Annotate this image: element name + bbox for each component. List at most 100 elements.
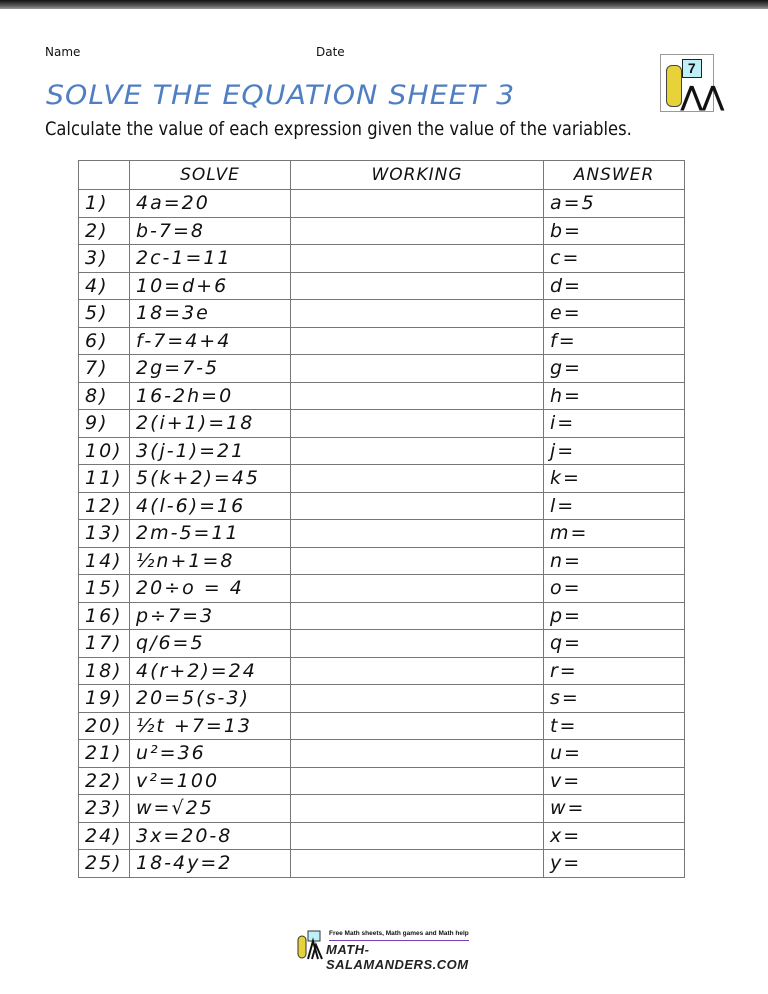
question-number: 8) xyxy=(78,381,130,410)
working-cell[interactable] xyxy=(290,601,544,630)
name-label: Name xyxy=(45,45,81,59)
footer-site[interactable]: MATH-SALAMANDERS.COM xyxy=(326,942,469,972)
answer-cell[interactable]: h= xyxy=(543,381,685,410)
answer-cell[interactable]: q= xyxy=(543,629,685,658)
table-row: 22) v²=100 v= xyxy=(78,766,685,795)
equation: q/6=5 xyxy=(129,629,291,658)
answer-cell[interactable]: w= xyxy=(543,794,685,823)
table-row: 2) b-7=8 b= xyxy=(78,216,685,245)
working-cell[interactable] xyxy=(290,409,544,438)
salamander-icon xyxy=(297,930,323,960)
salamander-icon xyxy=(666,65,682,107)
working-cell[interactable] xyxy=(290,711,544,740)
question-number: 15) xyxy=(78,574,130,603)
table-row: 10) 3(j-1)=21 j= xyxy=(78,436,685,465)
answer-cell[interactable]: b= xyxy=(543,216,685,245)
answer-cell[interactable]: y= xyxy=(543,849,685,878)
table-row: 3) 2c-1=11 c= xyxy=(78,244,685,273)
table-row: 8) 16-2h=0 h= xyxy=(78,381,685,410)
table-row: 24) 3x=20-8 x= xyxy=(78,821,685,850)
question-number: 6) xyxy=(78,326,130,355)
answer-cell[interactable]: j= xyxy=(543,436,685,465)
working-cell[interactable] xyxy=(290,739,544,768)
answer-cell[interactable]: n= xyxy=(543,546,685,575)
logo-number: 7 xyxy=(681,59,702,78)
answer-cell[interactable]: t= xyxy=(543,711,685,740)
answer-cell[interactable]: g= xyxy=(543,354,685,383)
question-number: 21) xyxy=(78,739,130,768)
table-row: 1) 4a=20 a=5 xyxy=(78,189,685,218)
working-cell[interactable] xyxy=(290,821,544,850)
answer-cell[interactable]: l= xyxy=(543,491,685,520)
equation: u²=36 xyxy=(129,739,291,768)
question-number: 4) xyxy=(78,271,130,300)
question-number: 2) xyxy=(78,216,130,245)
equation: w=√25 xyxy=(129,794,291,823)
answer-cell[interactable]: i= xyxy=(543,409,685,438)
working-cell[interactable] xyxy=(290,381,544,410)
question-number: 7) xyxy=(78,354,130,383)
working-cell[interactable] xyxy=(290,271,544,300)
working-cell[interactable] xyxy=(290,519,544,548)
equation: 4(r+2)=24 xyxy=(129,656,291,685)
table-row: 6) f-7=4+4 f= xyxy=(78,326,685,355)
page-title: SOLVE THE EQUATION SHEET 3 xyxy=(46,80,516,111)
working-cell[interactable] xyxy=(290,629,544,658)
question-number: 5) xyxy=(78,299,130,328)
working-cell[interactable] xyxy=(290,354,544,383)
header-solve: SOLVE xyxy=(129,160,291,190)
table-row: 15) 20÷o = 4 o= xyxy=(78,574,685,603)
working-cell[interactable] xyxy=(290,216,544,245)
answer-cell[interactable]: a=5 xyxy=(543,189,685,218)
working-cell[interactable] xyxy=(290,464,544,493)
working-cell[interactable] xyxy=(290,189,544,218)
answer-cell[interactable]: s= xyxy=(543,684,685,713)
header-working: WORKING xyxy=(290,160,544,190)
working-cell[interactable] xyxy=(290,794,544,823)
answer-cell[interactable]: o= xyxy=(543,574,685,603)
working-cell[interactable] xyxy=(290,436,544,465)
working-cell[interactable] xyxy=(290,656,544,685)
question-number: 9) xyxy=(78,409,130,438)
working-cell[interactable] xyxy=(290,849,544,878)
equation: ½n+1=8 xyxy=(129,546,291,575)
equation: 20=5(s-3) xyxy=(129,684,291,713)
question-number: 3) xyxy=(78,244,130,273)
table-row: 16) p÷7=3 p= xyxy=(78,601,685,630)
answer-cell[interactable]: m= xyxy=(543,519,685,548)
equation: b-7=8 xyxy=(129,216,291,245)
working-cell[interactable] xyxy=(290,299,544,328)
answer-cell[interactable]: d= xyxy=(543,271,685,300)
working-cell[interactable] xyxy=(290,244,544,273)
answer-cell[interactable]: r= xyxy=(543,656,685,685)
table-row: 7) 2g=7-5 g= xyxy=(78,354,685,383)
answer-cell[interactable]: x= xyxy=(543,821,685,850)
answer-cell[interactable]: e= xyxy=(543,299,685,328)
working-cell[interactable] xyxy=(290,326,544,355)
equation: 18=3e xyxy=(129,299,291,328)
header-number xyxy=(78,160,130,190)
working-cell[interactable] xyxy=(290,491,544,520)
working-cell[interactable] xyxy=(290,574,544,603)
equation: 4(l-6)=16 xyxy=(129,491,291,520)
question-number: 16) xyxy=(78,601,130,630)
table-row: 9) 2(i+1)=18 i= xyxy=(78,409,685,438)
equation: 3(j-1)=21 xyxy=(129,436,291,465)
answer-cell[interactable]: v= xyxy=(543,766,685,795)
answer-cell[interactable]: c= xyxy=(543,244,685,273)
table-row: 17) q/6=5 q= xyxy=(78,629,685,658)
equation: 2m-5=11 xyxy=(129,519,291,548)
question-number: 22) xyxy=(78,766,130,795)
answer-cell[interactable]: p= xyxy=(543,601,685,630)
working-cell[interactable] xyxy=(290,766,544,795)
working-cell[interactable] xyxy=(290,684,544,713)
answer-cell[interactable]: u= xyxy=(543,739,685,768)
question-number: 10) xyxy=(78,436,130,465)
answer-cell[interactable]: k= xyxy=(543,464,685,493)
question-number: 23) xyxy=(78,794,130,823)
date-label: Date xyxy=(316,45,345,59)
working-cell[interactable] xyxy=(290,546,544,575)
question-number: 25) xyxy=(78,849,130,878)
answer-cell[interactable]: f= xyxy=(543,326,685,355)
table-row: 20) ½t +7=13 t= xyxy=(78,711,685,740)
